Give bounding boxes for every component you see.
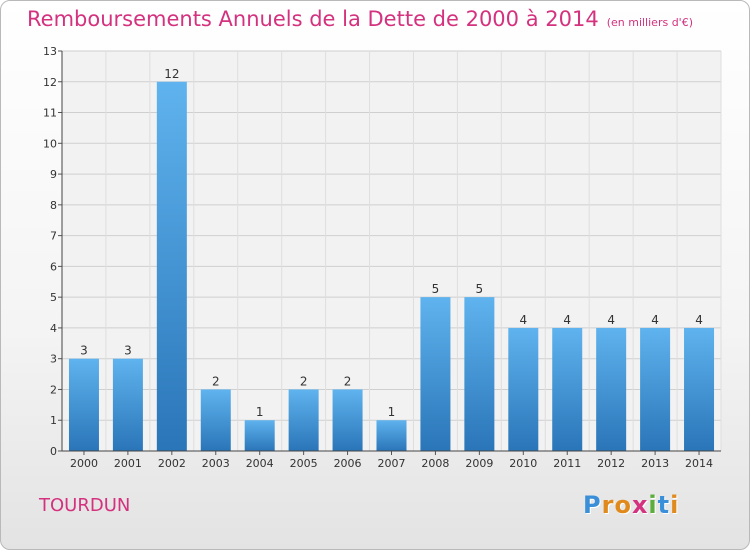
proxiti-logo: Proxiti bbox=[583, 491, 679, 519]
bar-2008 bbox=[420, 297, 451, 451]
y-tick-label: 13 bbox=[43, 45, 57, 58]
x-tick-label: 2002 bbox=[158, 457, 186, 470]
bar-2014 bbox=[684, 327, 715, 451]
bar-value-label: 5 bbox=[432, 282, 440, 296]
logo-letter: r bbox=[601, 491, 615, 519]
bar-value-label: 4 bbox=[519, 313, 527, 327]
y-tick-label: 5 bbox=[50, 291, 57, 304]
x-tick-label: 2011 bbox=[553, 457, 581, 470]
city-name: TOURDUN bbox=[39, 495, 131, 516]
bar-value-label: 3 bbox=[124, 344, 132, 358]
y-tick-label: 9 bbox=[50, 168, 57, 181]
logo-letter: o bbox=[614, 491, 632, 519]
bar-value-label: 12 bbox=[164, 67, 179, 81]
logo-letter: P bbox=[583, 491, 602, 519]
bar-value-label: 4 bbox=[695, 313, 703, 327]
x-tick-label: 2014 bbox=[685, 457, 713, 470]
bar-2003 bbox=[200, 389, 231, 451]
bar-value-label: 4 bbox=[651, 313, 659, 327]
logo-letter: i bbox=[670, 491, 680, 519]
bar-value-label: 2 bbox=[212, 374, 220, 388]
x-tick-label: 2008 bbox=[421, 457, 449, 470]
x-tick-label: 2003 bbox=[202, 457, 230, 470]
bar-2002 bbox=[156, 81, 187, 452]
y-tick-label: 10 bbox=[43, 137, 57, 150]
bar-value-label: 2 bbox=[300, 374, 308, 388]
logo-letter: i bbox=[648, 491, 658, 519]
x-tick-label: 2006 bbox=[334, 457, 362, 470]
y-tick-label: 8 bbox=[50, 199, 57, 212]
x-tick-label: 2001 bbox=[114, 457, 142, 470]
bar-2013 bbox=[640, 327, 671, 451]
x-tick-label: 2005 bbox=[290, 457, 318, 470]
bar-value-label: 4 bbox=[607, 313, 615, 327]
x-tick-label: 2007 bbox=[378, 457, 406, 470]
bar-2006 bbox=[332, 389, 363, 451]
bar-2005 bbox=[288, 389, 319, 451]
chart-title: Remboursements Annuels de la Dette de 20… bbox=[27, 7, 693, 31]
y-tick-label: 7 bbox=[50, 230, 57, 243]
chart-title-text: Remboursements Annuels de la Dette de 20… bbox=[27, 7, 599, 31]
x-tick-label: 2009 bbox=[465, 457, 493, 470]
x-tick-label: 2004 bbox=[246, 457, 274, 470]
x-tick-label: 2012 bbox=[597, 457, 625, 470]
logo-letter: t bbox=[657, 491, 671, 519]
bar-2001 bbox=[112, 358, 143, 451]
logo-letter: x bbox=[631, 491, 649, 519]
y-tick-label: 0 bbox=[50, 445, 57, 458]
y-tick-label: 11 bbox=[43, 107, 57, 120]
bar-value-label: 3 bbox=[80, 344, 88, 358]
y-tick-label: 3 bbox=[50, 353, 57, 366]
y-tick-label: 6 bbox=[50, 260, 57, 273]
x-tick-label: 2000 bbox=[70, 457, 98, 470]
bar-2011 bbox=[552, 327, 583, 451]
bar-2000 bbox=[68, 358, 99, 451]
bar-value-label: 4 bbox=[563, 313, 571, 327]
x-tick-label: 2010 bbox=[509, 457, 537, 470]
y-tick-label: 12 bbox=[43, 76, 57, 89]
chart-title-unit: (en milliers d'€) bbox=[606, 16, 693, 29]
bar-2012 bbox=[596, 327, 627, 451]
bar-value-label: 1 bbox=[256, 405, 264, 419]
y-tick-label: 4 bbox=[50, 322, 57, 335]
y-tick-label: 1 bbox=[50, 414, 57, 427]
bar-2007 bbox=[376, 420, 407, 451]
bar-2004 bbox=[244, 420, 275, 451]
bar-value-label: 1 bbox=[388, 405, 396, 419]
bar-value-label: 5 bbox=[476, 282, 484, 296]
bar-value-label: 2 bbox=[344, 374, 352, 388]
x-tick-label: 2013 bbox=[641, 457, 669, 470]
bar-2010 bbox=[508, 327, 539, 451]
bar-2009 bbox=[464, 297, 495, 451]
y-tick-label: 2 bbox=[50, 383, 57, 396]
